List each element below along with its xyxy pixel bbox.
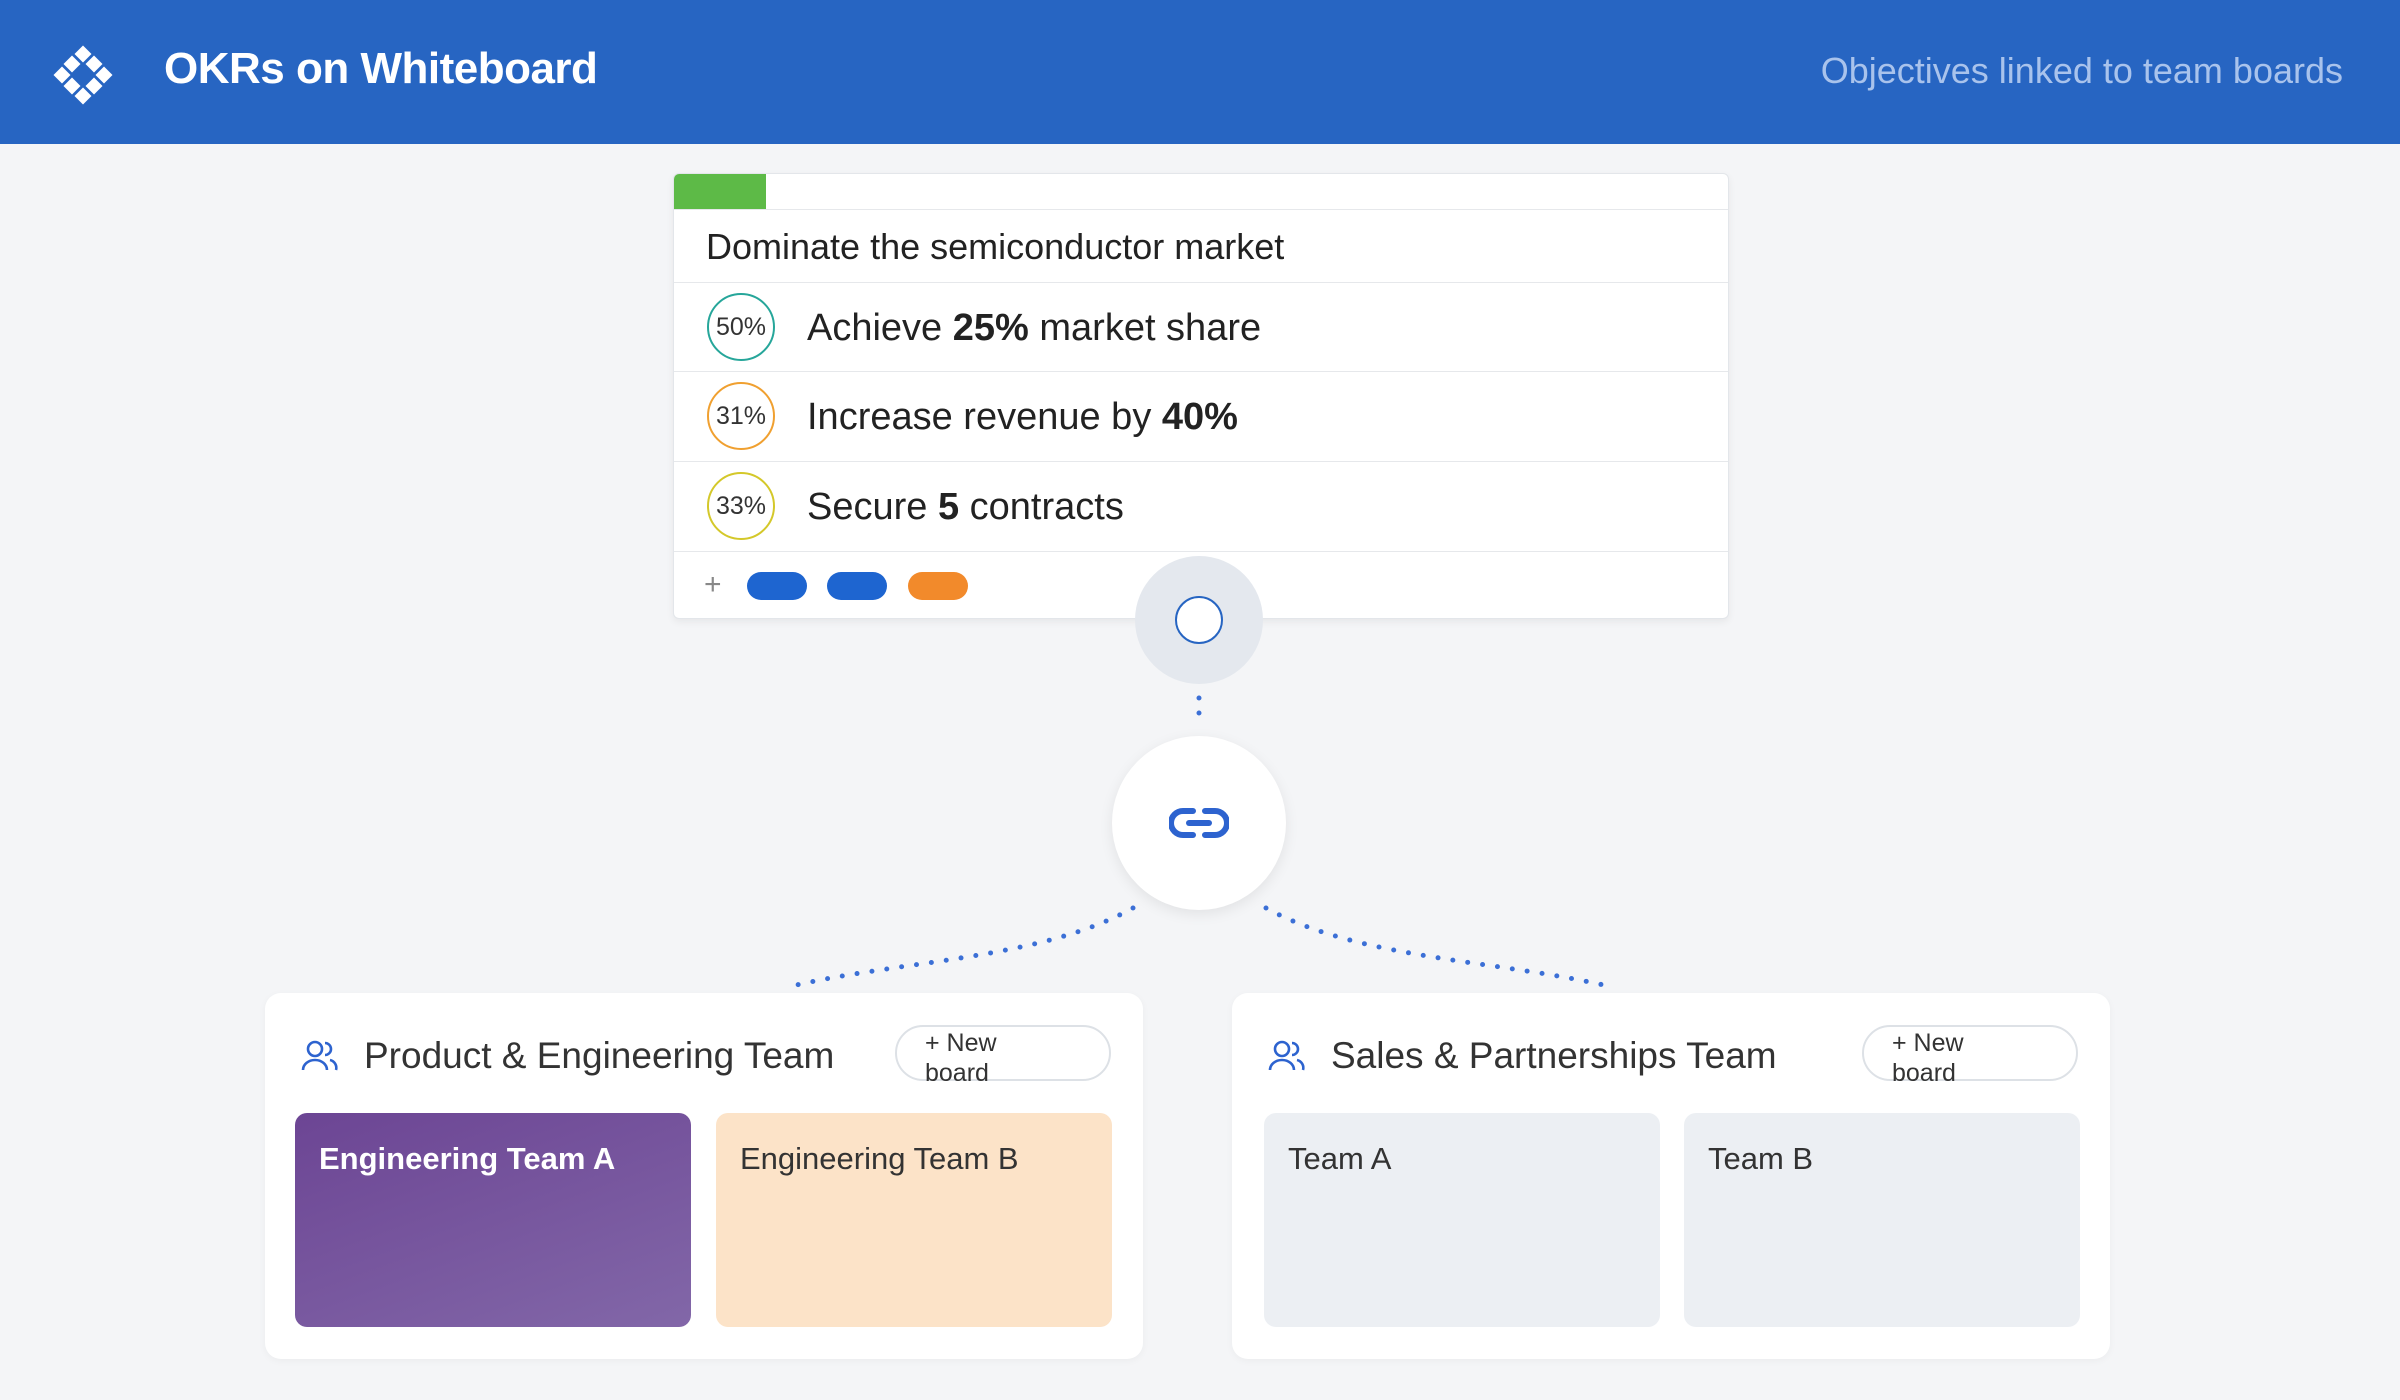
text: contracts [959,486,1124,528]
board[interactable]: Team A [1264,1113,1660,1327]
footer-row: + [674,551,1728,618]
link-node[interactable] [1112,736,1286,910]
key-result[interactable]: 33% Secure 5 contracts [674,461,1728,551]
app-title: OKRs on Whiteboard [164,44,598,93]
board[interactable]: Team B [1684,1113,2080,1327]
progress-badge: 33% [707,472,775,540]
board-name: Team A [1288,1141,1392,1176]
key-result-text: Achieve 25% market share [807,307,1261,350]
text: Secure [807,486,938,528]
board-name: Engineering Team B [740,1141,1019,1176]
status-bar [674,174,766,209]
objective-card[interactable]: Dominate the semiconductor market 50% Ac… [673,173,1729,619]
node-handle [1175,596,1223,644]
header-bar: OKRs on Whiteboard Objectives linked to … [0,0,2400,144]
board-name: Engineering Team A [319,1141,616,1176]
team-card: Sales & Partnerships Team + New board Te… [1232,993,2110,1359]
team-icon [1268,1040,1305,1071]
button-label: + New board [1892,1029,1964,1087]
app-subtitle: Objectives linked to team boards [1820,50,2343,91]
objective-row: Dominate the semiconductor market [674,209,1728,283]
key-result-text: Increase revenue by 40% [807,396,1238,439]
board-name: Team B [1708,1141,1814,1176]
tag[interactable] [827,572,887,600]
button-label: + New board [925,1029,997,1087]
logo [53,45,113,105]
progress-badge: 50% [707,293,775,361]
team-name: Sales & Partnerships Team [1331,1035,1777,1076]
progress-badge: 31% [707,382,775,450]
text-bold: 40% [1161,396,1238,438]
team-card: Product & Engineering Team + New board E… [265,993,1143,1359]
key-result[interactable]: 50% Achieve 25% market share [674,282,1728,372]
team-name: Product & Engineering Team [364,1035,835,1076]
add-button[interactable]: + [704,568,722,601]
text: Increase revenue by [807,396,1162,438]
link-icon [1169,808,1229,838]
tag[interactable] [908,572,968,600]
text-bold: 25% [952,307,1029,349]
board[interactable]: Engineering Team A [295,1113,691,1327]
team-icon [301,1040,338,1071]
text-bold: 5 [937,486,960,528]
key-result-text: Secure 5 contracts [807,486,1124,529]
new-board-button[interactable]: + New board [1862,1025,2078,1087]
objective-title: Dominate the semiconductor market [706,226,1285,267]
new-board-button[interactable]: + New board [895,1025,1111,1087]
connection-node[interactable] [1135,556,1263,684]
text: Achieve [807,307,953,349]
tag[interactable] [747,572,807,600]
key-result[interactable]: 31% Increase revenue by 40% [674,371,1728,461]
board[interactable]: Engineering Team B [716,1113,1112,1327]
text: market share [1028,307,1262,349]
